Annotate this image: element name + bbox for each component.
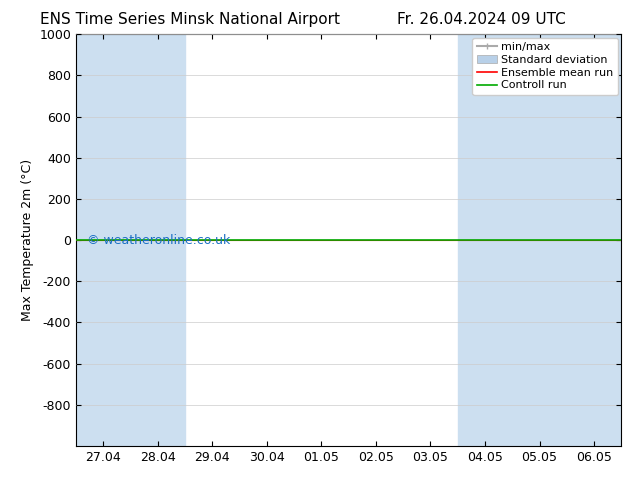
Bar (567, 34, 621, 446)
Bar (458, 34, 512, 446)
Text: Fr. 26.04.2024 09 UTC: Fr. 26.04.2024 09 UTC (398, 12, 566, 27)
Text: ENS Time Series Minsk National Airport: ENS Time Series Minsk National Airport (40, 12, 340, 27)
Bar (76, 34, 131, 446)
Bar (512, 34, 567, 446)
Legend: min/max, Standard deviation, Ensemble mean run, Controll run: min/max, Standard deviation, Ensemble me… (472, 38, 618, 95)
Text: © weatheronline.co.uk: © weatheronline.co.uk (87, 234, 230, 246)
Bar (131, 34, 185, 446)
Y-axis label: Max Temperature 2m (°C): Max Temperature 2m (°C) (21, 159, 34, 321)
